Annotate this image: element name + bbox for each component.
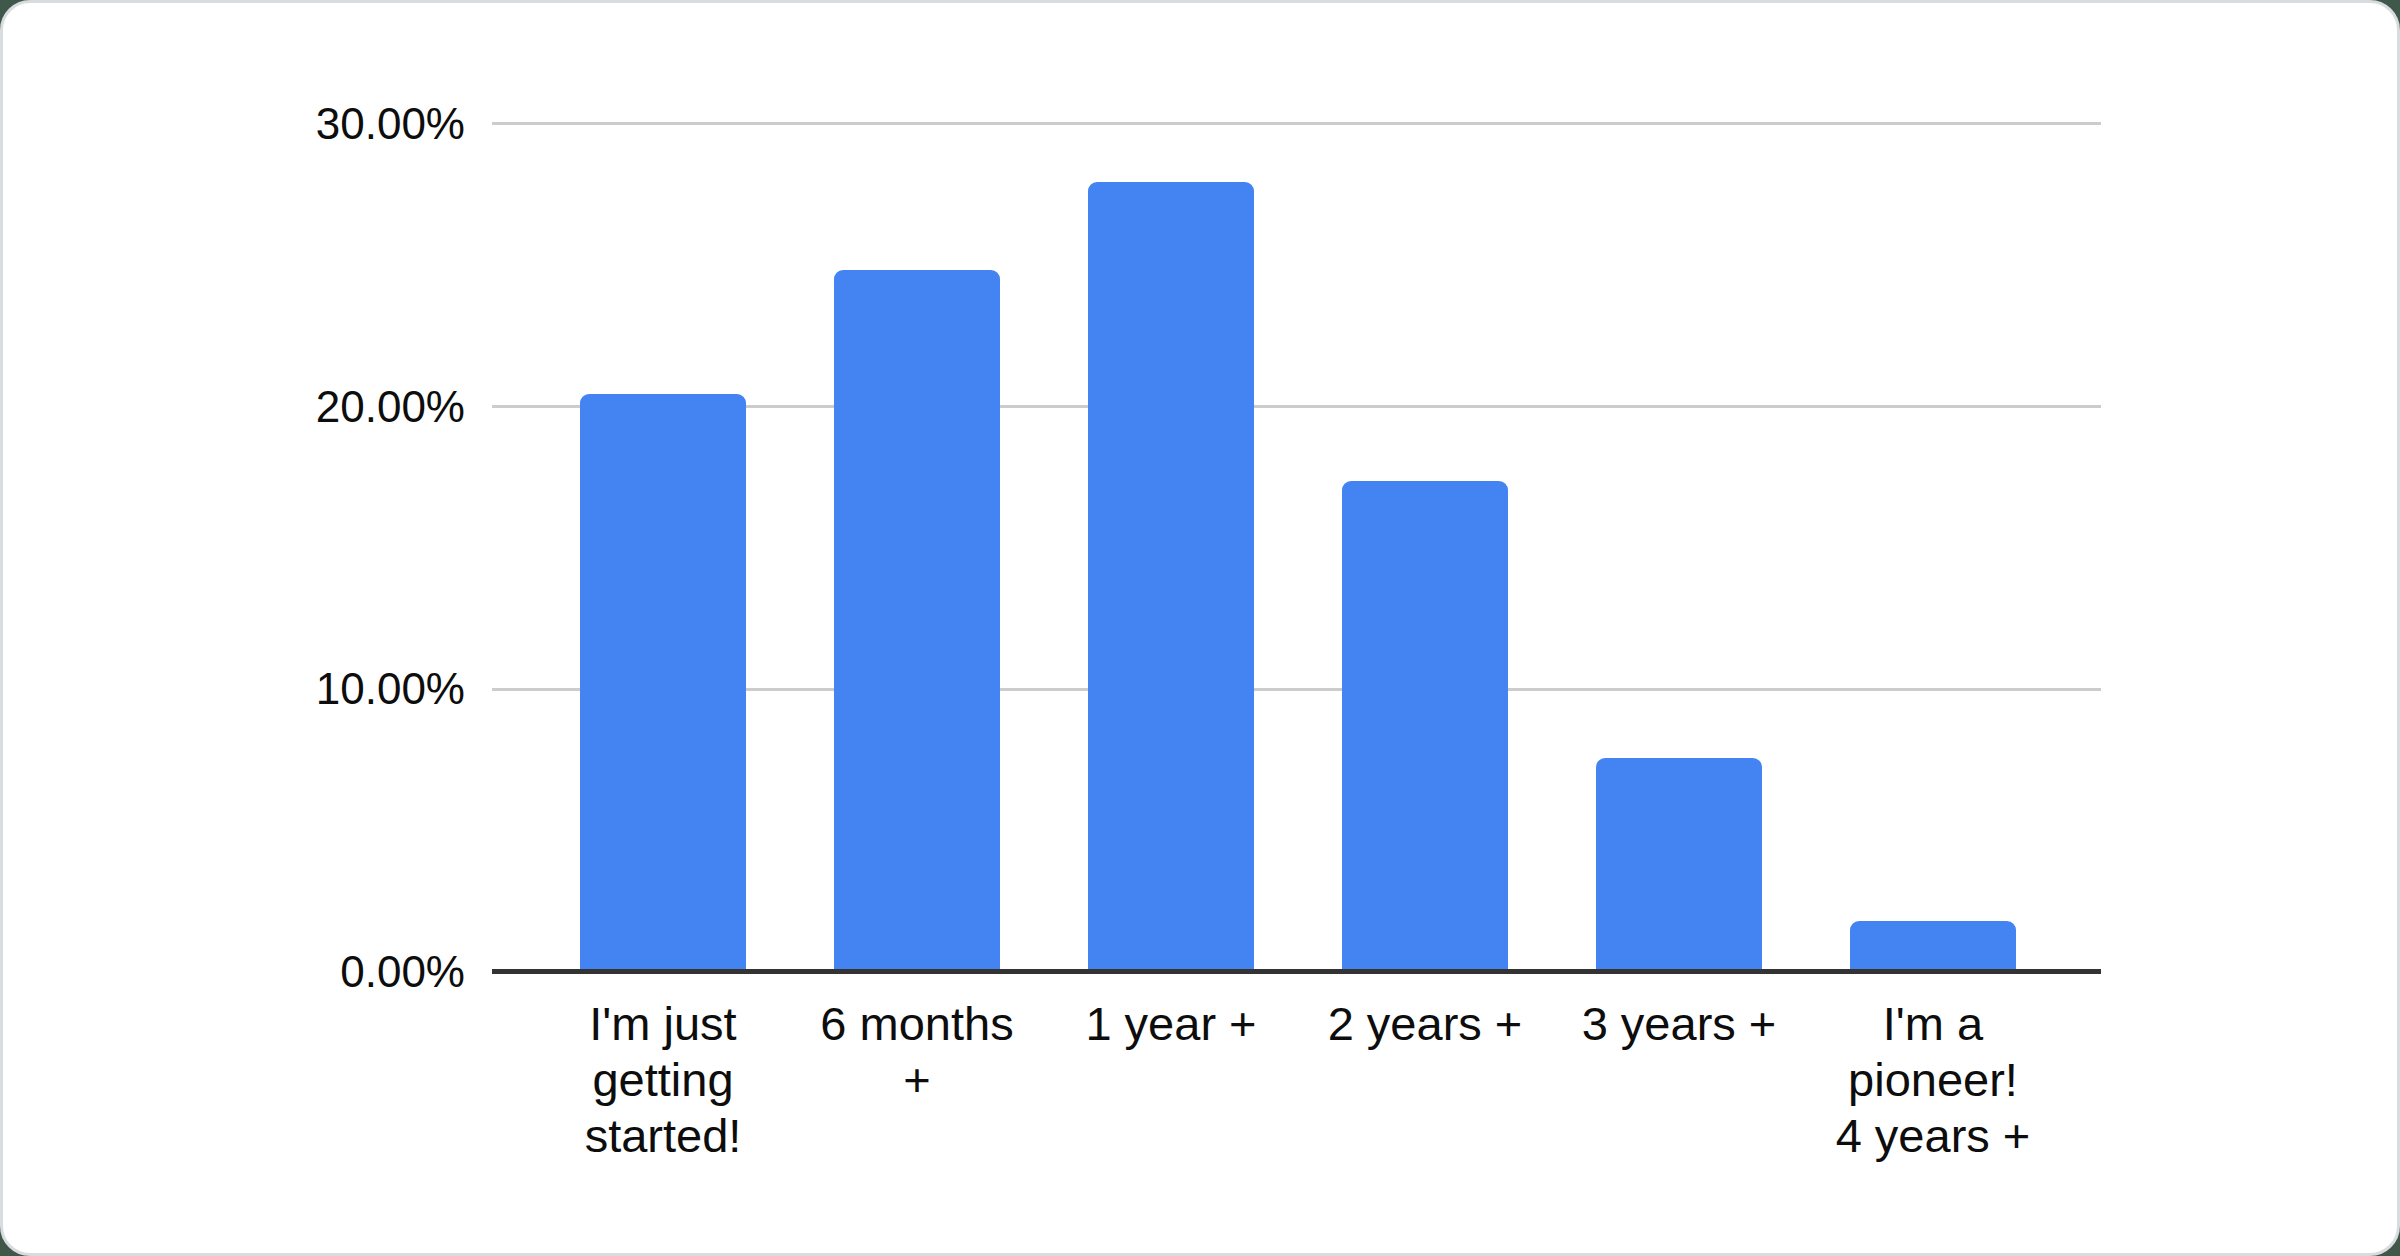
y-axis-tick-label: 0.00% <box>145 945 465 999</box>
y-axis-tick-label: 20.00% <box>145 380 465 434</box>
x-axis-line <box>492 969 2101 974</box>
bar-1[interactable] <box>580 394 746 972</box>
bar-4[interactable] <box>1342 481 1508 972</box>
bar-chart: 0.00%10.00%20.00%30.00%I'm just getting … <box>3 3 2400 1256</box>
screenshot-root: 0.00%10.00%20.00%30.00%I'm just getting … <box>0 0 2400 1256</box>
bar-3[interactable] <box>1088 182 1254 972</box>
chart-card: 0.00%10.00%20.00%30.00%I'm just getting … <box>0 0 2400 1256</box>
bar-5[interactable] <box>1596 758 1762 972</box>
y-axis-tick-label: 10.00% <box>145 662 465 716</box>
bar-2[interactable] <box>834 270 1000 972</box>
x-axis-category-label: I'm a pioneer! 4 years + <box>1773 996 2093 1164</box>
gridline-30-percent <box>492 122 2101 125</box>
bar-6[interactable] <box>1850 921 2016 972</box>
y-axis-tick-label: 30.00% <box>145 97 465 151</box>
